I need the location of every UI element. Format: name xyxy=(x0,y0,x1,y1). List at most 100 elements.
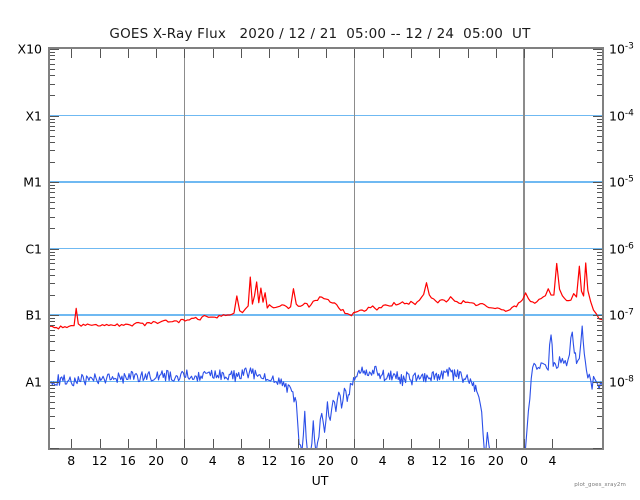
y-tick-right xyxy=(597,228,602,230)
y-tick-left xyxy=(50,416,55,418)
x-axis-tick-label-8: 16 xyxy=(289,453,306,468)
x-tick-bottom xyxy=(467,439,469,448)
y-tick-right xyxy=(597,258,602,260)
x-tick-top xyxy=(99,49,101,58)
y-tick-right xyxy=(597,401,602,403)
x-tick-top xyxy=(127,49,129,58)
y-tick-right xyxy=(597,161,602,163)
x-axis-tick-label-1: 12 xyxy=(91,453,108,468)
gridline-x1 xyxy=(50,114,602,117)
x-axis-tick-label-14: 16 xyxy=(459,453,476,468)
y-tick-right xyxy=(593,182,602,183)
x-tick-bottom xyxy=(524,439,526,448)
x-axis-tick-label-11: 4 xyxy=(378,453,387,468)
y-tick-left xyxy=(50,125,55,127)
x-axis-tick-label-17: 4 xyxy=(548,453,557,468)
x-tick-top xyxy=(410,49,412,58)
x-tick-bottom xyxy=(71,439,73,448)
x-tick-top xyxy=(382,49,384,58)
y-tick-right xyxy=(597,329,602,331)
x-tick-bottom xyxy=(439,439,441,448)
y-tick-left xyxy=(50,52,55,54)
y-axis-label-left-a1: A1 xyxy=(25,374,42,389)
y-tick-right xyxy=(597,135,602,137)
gridline-m1 xyxy=(50,181,602,183)
y-tick-right xyxy=(597,325,602,327)
y-tick-right xyxy=(593,115,602,117)
y-tick-right xyxy=(597,407,602,409)
y-tick-left xyxy=(50,387,55,389)
day-separator-1 xyxy=(183,49,186,448)
y-tick-left xyxy=(50,283,55,285)
y-tick-right xyxy=(597,63,602,65)
y-tick-right xyxy=(597,125,602,127)
y-tick-left xyxy=(50,185,55,187)
x-axis-tick-label-5: 4 xyxy=(208,453,217,468)
y-tick-right xyxy=(597,427,602,429)
y-tick-right xyxy=(597,130,602,132)
x-tick-top xyxy=(269,49,271,58)
y-tick-right xyxy=(597,188,602,190)
x-tick-top xyxy=(156,49,158,58)
x-tick-top xyxy=(354,49,356,58)
y-tick-left xyxy=(50,63,55,65)
y-tick-right xyxy=(597,349,602,351)
y-tick-left xyxy=(50,274,55,276)
y-tick-right xyxy=(597,416,602,418)
y-tick-left xyxy=(50,325,55,327)
y-tick-left xyxy=(50,384,55,386)
y-tick-right xyxy=(597,391,602,393)
y-tick-right xyxy=(597,83,602,85)
x-axis-tick-label-15: 20 xyxy=(487,453,504,468)
y-tick-left xyxy=(50,349,55,351)
y-tick-left xyxy=(50,182,59,183)
x-axis-tick-label-9: 20 xyxy=(318,453,334,468)
y-axis-label-left-m1: M1 xyxy=(23,174,42,190)
y-tick-left xyxy=(50,216,55,218)
y-tick-left xyxy=(50,407,55,409)
y-tick-left xyxy=(50,118,55,120)
day-separator-3 xyxy=(523,49,525,448)
y-tick-right xyxy=(597,283,602,285)
y-tick-right xyxy=(597,196,602,198)
y-tick-left xyxy=(50,427,55,429)
y-tick-right xyxy=(597,185,602,187)
x-axis-tick-label-16: 0 xyxy=(520,453,529,468)
y-tick-right xyxy=(597,118,602,120)
y-axis-label-right-1e-7: 10-7 xyxy=(609,307,634,323)
x-tick-bottom xyxy=(241,439,243,448)
y-tick-right xyxy=(597,254,602,256)
y-tick-left xyxy=(50,69,55,71)
x-tick-bottom xyxy=(410,439,412,448)
y-tick-right xyxy=(593,49,602,50)
y-tick-right xyxy=(597,251,602,253)
y-tick-left xyxy=(50,294,55,296)
y-axis-label-left-x1: X1 xyxy=(25,108,42,123)
x-tick-top xyxy=(326,49,327,58)
y-tick-right xyxy=(597,69,602,71)
y-tick-left xyxy=(50,161,55,163)
y-tick-left xyxy=(50,318,55,320)
y-tick-left xyxy=(50,258,55,260)
x-tick-bottom xyxy=(382,439,384,448)
short-channel-curve xyxy=(50,262,602,330)
y-tick-right xyxy=(593,448,602,449)
x-tick-bottom xyxy=(495,439,497,448)
y-tick-right xyxy=(597,274,602,276)
y-tick-left xyxy=(50,115,59,117)
x-tick-top xyxy=(212,49,214,58)
x-tick-bottom xyxy=(326,439,327,448)
y-tick-right xyxy=(597,208,602,210)
x-tick-top xyxy=(495,49,497,58)
x-tick-bottom xyxy=(269,439,271,448)
y-tick-left xyxy=(50,341,55,343)
y-tick-right xyxy=(597,321,602,323)
x-tick-bottom xyxy=(212,439,214,448)
y-tick-right xyxy=(597,141,602,143)
y-tick-right xyxy=(597,263,602,265)
y-tick-left xyxy=(50,263,55,265)
y-axis-label-left-x10: X10 xyxy=(17,41,42,57)
x-tick-bottom xyxy=(354,439,356,448)
y-tick-left xyxy=(50,83,55,85)
y-axis-label-left-b1: B1 xyxy=(25,307,42,323)
